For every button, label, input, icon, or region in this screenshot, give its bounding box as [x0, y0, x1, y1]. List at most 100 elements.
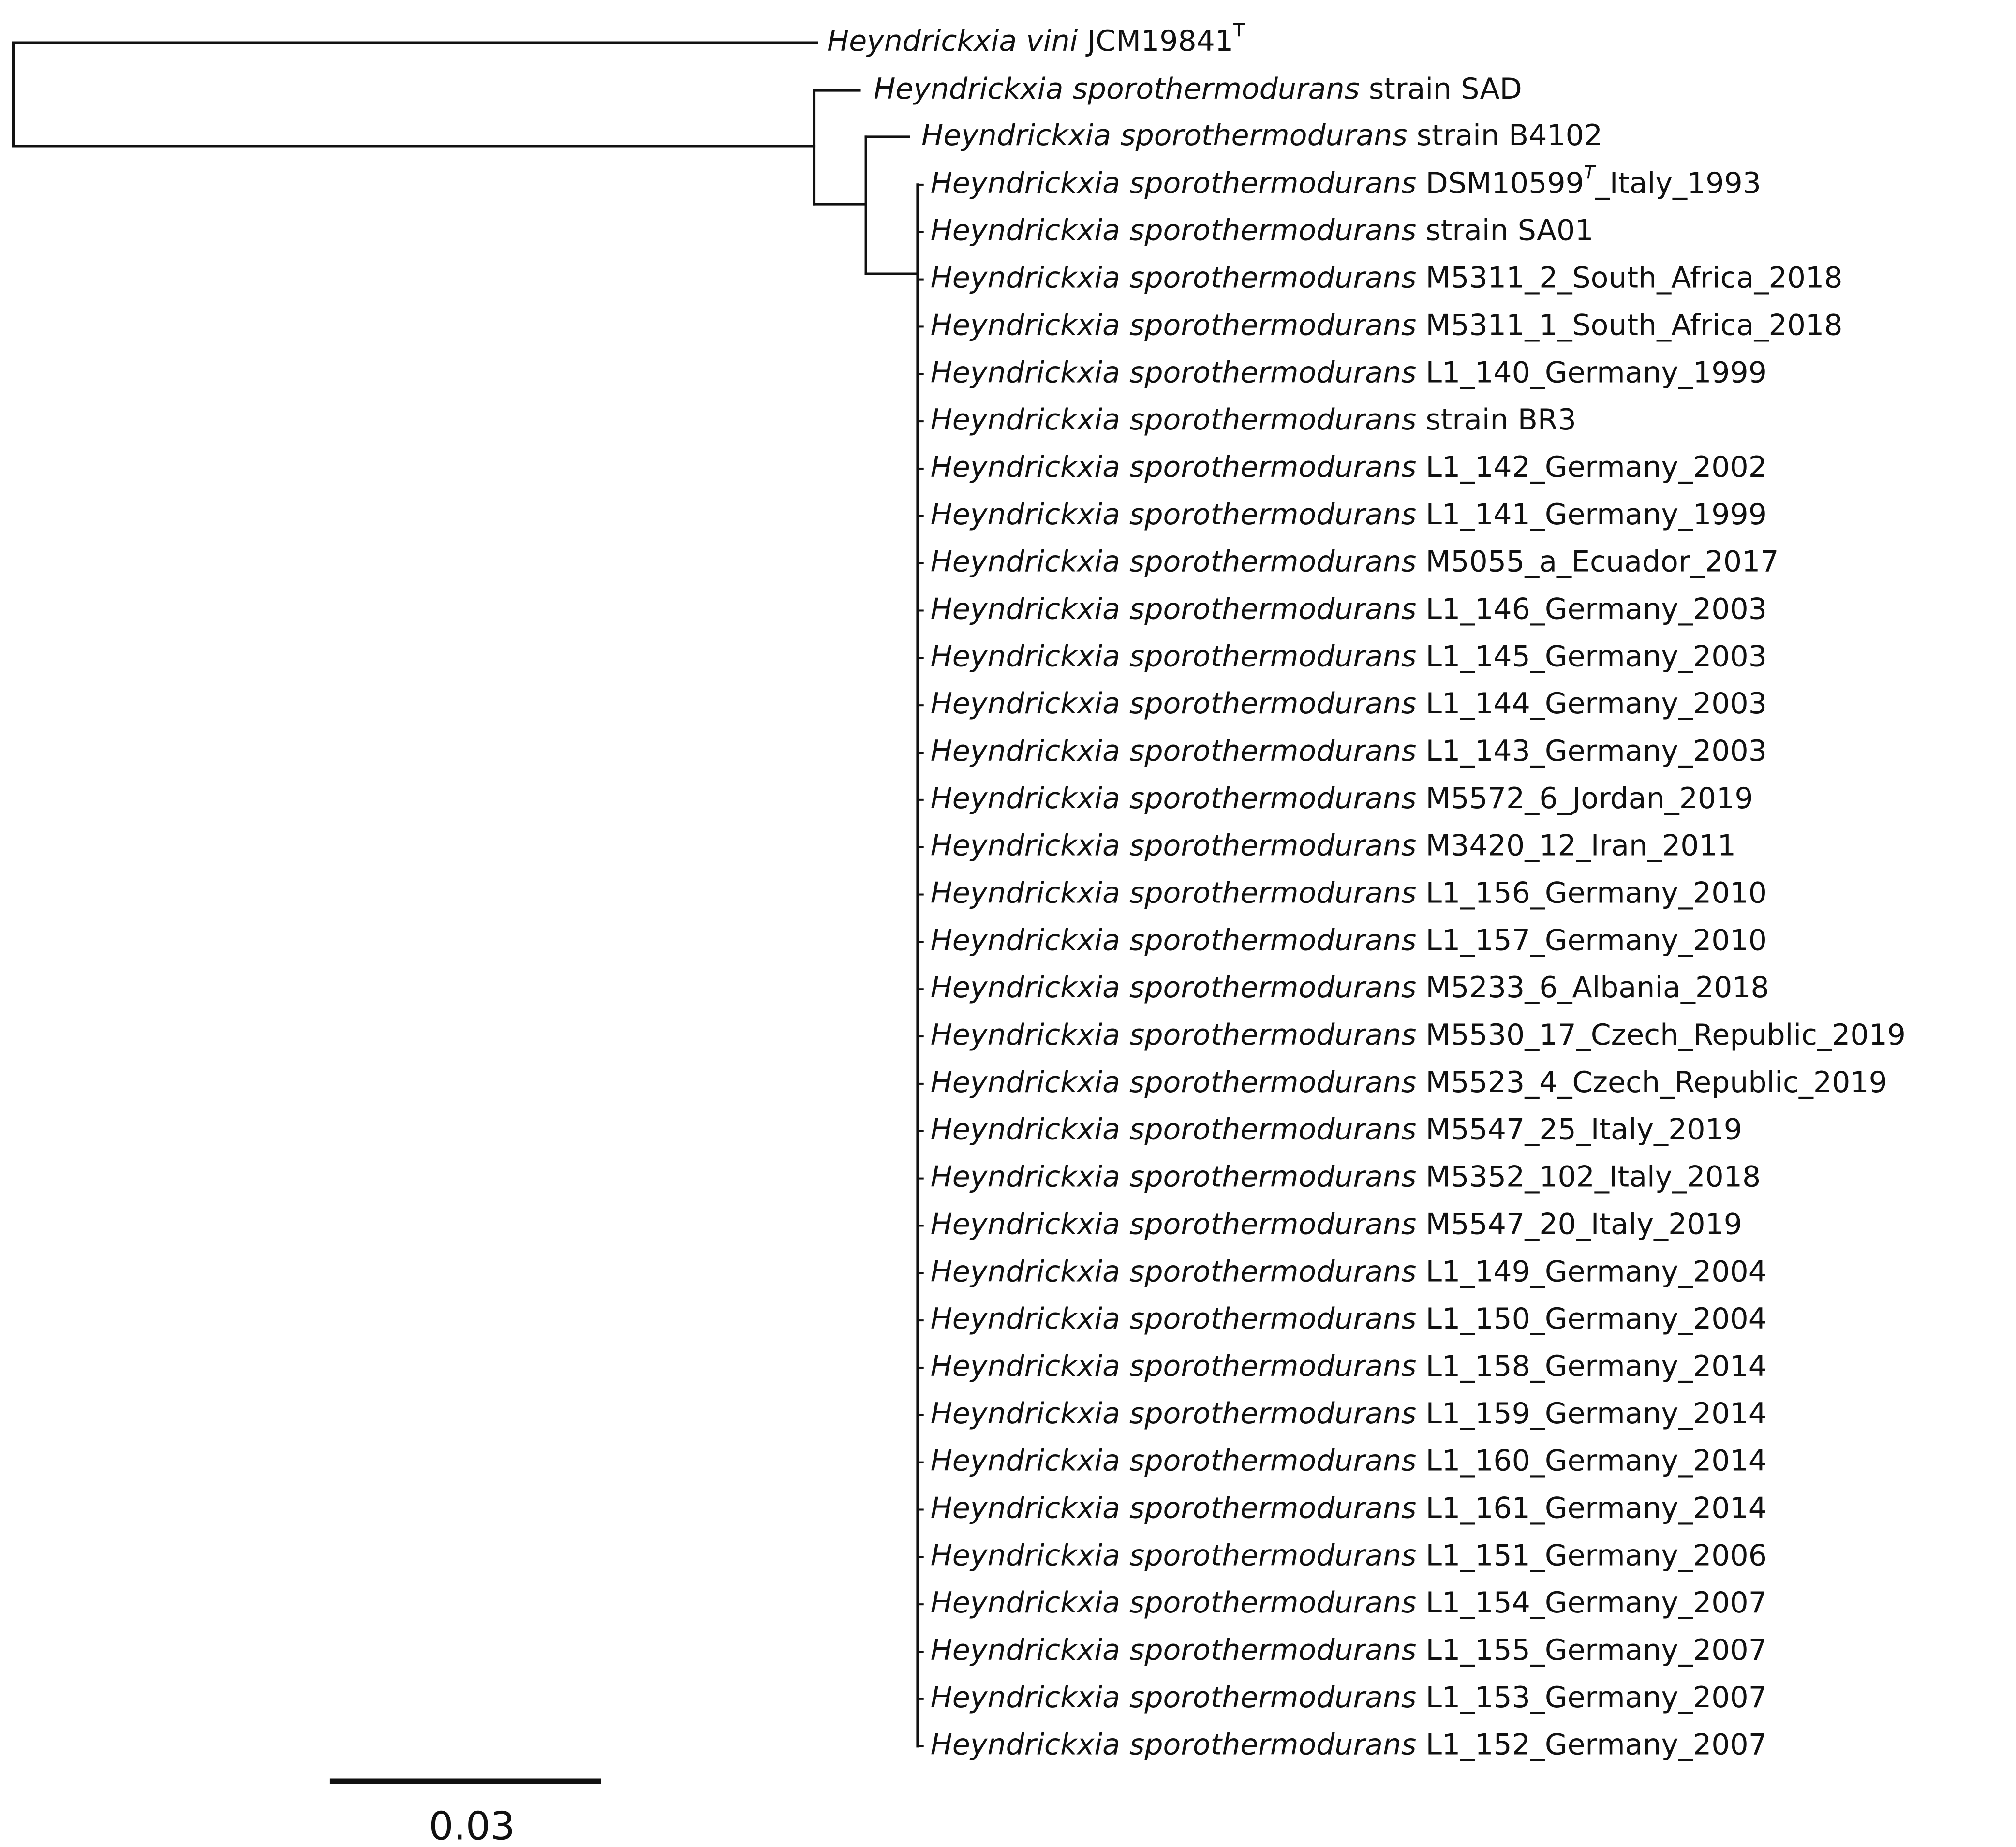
- species-name: Heyndrickxia sporothermodurans: [931, 1349, 1417, 1383]
- leaf-label: Heyndrickxia sporothermodurans M5055_a_E…: [931, 545, 1779, 578]
- strain-name: L1_157_Germany_2010: [1425, 923, 1767, 957]
- species-name: Heyndrickxia sporothermodurans: [931, 1065, 1417, 1099]
- strain-name: L1_149_Germany_2004: [1425, 1255, 1767, 1288]
- species-name: Heyndrickxia sporothermodurans: [931, 734, 1417, 768]
- species-name: Heyndrickxia sporothermodurans: [931, 1680, 1417, 1714]
- strain-name: L1_140_Germany_1999: [1425, 355, 1767, 389]
- leaf-label: Heyndrickxia sporothermodurans L1_153_Ge…: [931, 1680, 1767, 1714]
- strain-name: M5311_2_South_Africa_2018: [1425, 261, 1842, 295]
- species-name: Heyndrickxia vini: [827, 24, 1078, 58]
- strain-name: L1_160_Germany_2014: [1425, 1444, 1767, 1478]
- superscript: T: [1584, 161, 1597, 182]
- strain-name: L1_152_Germany_2007: [1425, 1728, 1767, 1761]
- species-name: Heyndrickxia sporothermodurans: [931, 355, 1417, 389]
- branches: [12, 41, 919, 1748]
- scale-bar-label: 0.03: [429, 1804, 515, 1847]
- strain-name: M5530_17_Czech_Republic_2019: [1425, 1018, 1906, 1052]
- leaf-label: Heyndrickxia sporothermodurans L1_151_Ge…: [931, 1538, 1767, 1572]
- leaf-label: Heyndrickxia sporothermodurans M5311_1_S…: [931, 308, 1843, 342]
- strain-suffix: _Italy_1993: [1595, 166, 1761, 200]
- leaf-label: Heyndrickxia sporothermodurans L1_159_Ge…: [931, 1396, 1767, 1430]
- species-name: Heyndrickxia sporothermodurans: [931, 1491, 1417, 1525]
- strain-name: strain BR3: [1425, 403, 1576, 437]
- species-name: Heyndrickxia sporothermodurans: [931, 923, 1417, 957]
- species-name: Heyndrickxia sporothermodurans: [931, 687, 1417, 721]
- species-name: Heyndrickxia sporothermodurans: [931, 1396, 1417, 1430]
- leaf-label: Heyndrickxia sporothermodurans M5530_17_…: [931, 1018, 1906, 1052]
- species-name: Heyndrickxia sporothermodurans: [931, 497, 1417, 531]
- strain-name: M5547_20_Italy_2019: [1425, 1207, 1742, 1241]
- leaf-label: Heyndrickxia sporothermodurans M5572_6_J…: [931, 781, 1753, 815]
- strain-name: L1_158_Germany_2014: [1425, 1349, 1767, 1383]
- leaf-label: Heyndrickxia sporothermodurans M5352_102…: [931, 1160, 1761, 1194]
- leaf-label: Heyndrickxia sporothermodurans L1_155_Ge…: [931, 1633, 1767, 1667]
- strain-name: L1_141_Germany_1999: [1425, 497, 1767, 531]
- strain-name: M5572_6_Jordan_2019: [1425, 781, 1753, 815]
- strain-name: strain SAD: [1369, 72, 1522, 106]
- leaf-label: Heyndrickxia sporothermodurans M5547_20_…: [931, 1207, 1742, 1241]
- species-name: Heyndrickxia sporothermodurans: [931, 1160, 1417, 1194]
- leaf-label: Heyndrickxia sporothermodurans L1_160_Ge…: [931, 1444, 1767, 1478]
- leaf-label: Heyndrickxia sporothermodurans L1_140_Ge…: [931, 355, 1767, 389]
- leaf-label: Heyndrickxia sporothermodurans strain BR…: [931, 403, 1576, 437]
- species-name: Heyndrickxia sporothermodurans: [931, 545, 1417, 578]
- species-name: Heyndrickxia sporothermodurans: [931, 971, 1417, 1005]
- species-name: Heyndrickxia sporothermodurans: [931, 213, 1417, 247]
- species-name: Heyndrickxia sporothermodurans: [921, 118, 1408, 152]
- leaf-label: Heyndrickxia sporothermodurans M5523_4_C…: [931, 1065, 1887, 1099]
- strain-name: L1_153_Germany_2007: [1425, 1680, 1767, 1714]
- species-name: Heyndrickxia sporothermodurans: [931, 1728, 1417, 1761]
- strain-name: L1_150_Germany_2004: [1425, 1302, 1767, 1336]
- leaf-label: Heyndrickxia sporothermodurans L1_156_Ge…: [931, 876, 1767, 910]
- strain-name: L1_144_Germany_2003: [1425, 687, 1767, 721]
- strain-name: L1_156_Germany_2010: [1425, 876, 1767, 910]
- species-name: Heyndrickxia sporothermodurans: [931, 592, 1417, 626]
- leaf-label: Heyndrickxia sporothermodurans L1_157_Ge…: [931, 923, 1767, 957]
- strain-name: L1_151_Germany_2006: [1425, 1538, 1767, 1572]
- strain-name: M5055_a_Ecuador_2017: [1425, 545, 1779, 578]
- species-name: Heyndrickxia sporothermodurans: [931, 166, 1417, 200]
- leaf-label: Heyndrickxia sporothermodurans strain SA…: [874, 72, 1522, 106]
- strain-name: L1_161_Germany_2014: [1425, 1491, 1767, 1525]
- species-name: Heyndrickxia sporothermodurans: [931, 261, 1417, 295]
- leaf-label: Heyndrickxia sporothermodurans L1_149_Ge…: [931, 1255, 1767, 1288]
- leaf-label: Heyndrickxia sporothermodurans M5311_2_S…: [931, 261, 1843, 295]
- strain-name: M5352_102_Italy_2018: [1425, 1160, 1761, 1194]
- leaf-labels: Heyndrickxia vini JCM19841THeyndrickxia …: [827, 19, 1906, 1762]
- leaf-label: Heyndrickxia sporothermodurans L1_146_Ge…: [931, 592, 1767, 626]
- strain-name: L1_143_Germany_2003: [1425, 734, 1767, 768]
- strain-name: L1_146_Germany_2003: [1425, 592, 1767, 626]
- superscript: T: [1233, 19, 1245, 41]
- leaf-label: Heyndrickxia sporothermodurans L1_141_Ge…: [931, 497, 1767, 531]
- strain-name: L1_145_Germany_2003: [1425, 639, 1767, 673]
- species-name: Heyndrickxia sporothermodurans: [931, 1586, 1417, 1620]
- leaf-label: Heyndrickxia sporothermodurans L1_145_Ge…: [931, 639, 1767, 673]
- species-name: Heyndrickxia sporothermodurans: [874, 72, 1360, 106]
- species-name: Heyndrickxia sporothermodurans: [931, 1444, 1417, 1478]
- species-name: Heyndrickxia sporothermodurans: [931, 308, 1417, 342]
- species-name: Heyndrickxia sporothermodurans: [931, 1302, 1417, 1336]
- species-name: Heyndrickxia sporothermodurans: [931, 1018, 1417, 1052]
- species-name: Heyndrickxia sporothermodurans: [931, 1538, 1417, 1572]
- leaf-label: Heyndrickxia sporothermodurans L1_143_Ge…: [931, 734, 1767, 768]
- species-name: Heyndrickxia sporothermodurans: [931, 403, 1417, 437]
- leaf-label: Heyndrickxia sporothermodurans strain SA…: [931, 213, 1594, 247]
- leaf-label: Heyndrickxia sporothermodurans L1_161_Ge…: [931, 1491, 1767, 1525]
- leaf-label: Heyndrickxia sporothermodurans M5233_6_A…: [931, 971, 1769, 1005]
- species-name: Heyndrickxia sporothermodurans: [931, 450, 1417, 484]
- strain-name: L1_142_Germany_2002: [1425, 450, 1767, 484]
- strain-name: M5311_1_South_Africa_2018: [1425, 308, 1842, 342]
- leaf-label: Heyndrickxia sporothermodurans L1_152_Ge…: [931, 1728, 1767, 1761]
- species-name: Heyndrickxia sporothermodurans: [931, 1207, 1417, 1241]
- leaf-label: Heyndrickxia sporothermodurans L1_142_Ge…: [931, 450, 1767, 484]
- leaf-label: Heyndrickxia sporothermodurans M3420_12_…: [931, 828, 1736, 862]
- species-name: Heyndrickxia sporothermodurans: [931, 639, 1417, 673]
- leaf-label: Heyndrickxia sporothermodurans L1_154_Ge…: [931, 1586, 1767, 1620]
- strain-name: M5233_6_Albania_2018: [1425, 971, 1769, 1005]
- leaf-label: Heyndrickxia sporothermodurans strain B4…: [921, 118, 1602, 152]
- strain-name: JCM19841: [1085, 24, 1234, 58]
- species-name: Heyndrickxia sporothermodurans: [931, 1112, 1417, 1146]
- species-name: Heyndrickxia sporothermodurans: [931, 1633, 1417, 1667]
